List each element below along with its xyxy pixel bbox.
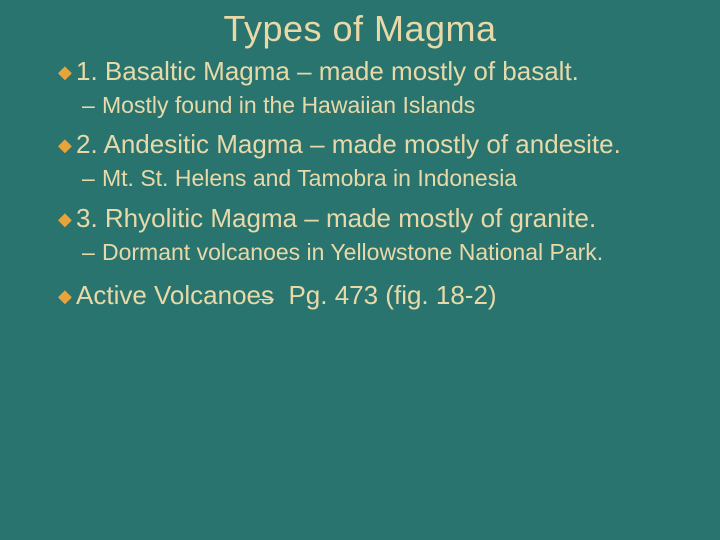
footer-prefix: Active Volcanoes bbox=[76, 280, 281, 310]
slide-title: Types of Magma bbox=[24, 8, 696, 50]
bullet-footer: ◆Active Volcanoes → Pg. 473 (fig. 18-2) bbox=[24, 280, 696, 312]
diamond-icon: ◆ bbox=[58, 62, 76, 84]
sub-bullet-2-text: Mt. St. Helens and Tamobra in Indonesia bbox=[102, 165, 517, 191]
bullet-3-text: 3. Rhyolitic Magma – made mostly of gran… bbox=[76, 203, 596, 233]
bullet-2: ◆2. Andesitic Magma – made mostly of and… bbox=[24, 129, 696, 161]
sub-bullet-1-text: Mostly found in the Hawaiian Islands bbox=[102, 92, 475, 118]
dash-icon: – bbox=[82, 238, 102, 267]
slide: Types of Magma ◆1. Basaltic Magma – made… bbox=[0, 0, 720, 540]
bullet-3: ◆3. Rhyolitic Magma – made mostly of gra… bbox=[24, 203, 696, 235]
sub-bullet-3: –Dormant volcanoes in Yellowstone Nation… bbox=[24, 238, 696, 267]
bullet-2-text: 2. Andesitic Magma – made mostly of ande… bbox=[76, 129, 621, 159]
dash-icon: – bbox=[82, 164, 102, 193]
sub-bullet-3-text: Dormant volcanoes in Yellowstone Nationa… bbox=[102, 239, 603, 265]
dash-icon: – bbox=[82, 91, 102, 120]
diamond-icon: ◆ bbox=[58, 286, 76, 308]
sub-bullet-1: –Mostly found in the Hawaiian Islands bbox=[24, 91, 696, 120]
diamond-icon: ◆ bbox=[58, 135, 76, 157]
bullet-1: ◆1. Basaltic Magma – made mostly of basa… bbox=[24, 56, 696, 88]
diamond-icon: ◆ bbox=[58, 209, 76, 231]
bullet-1-text: 1. Basaltic Magma – made mostly of basal… bbox=[76, 56, 579, 86]
sub-bullet-2: –Mt. St. Helens and Tamobra in Indonesia bbox=[24, 164, 696, 193]
footer-suffix: Pg. 473 (fig. 18-2) bbox=[281, 280, 496, 310]
